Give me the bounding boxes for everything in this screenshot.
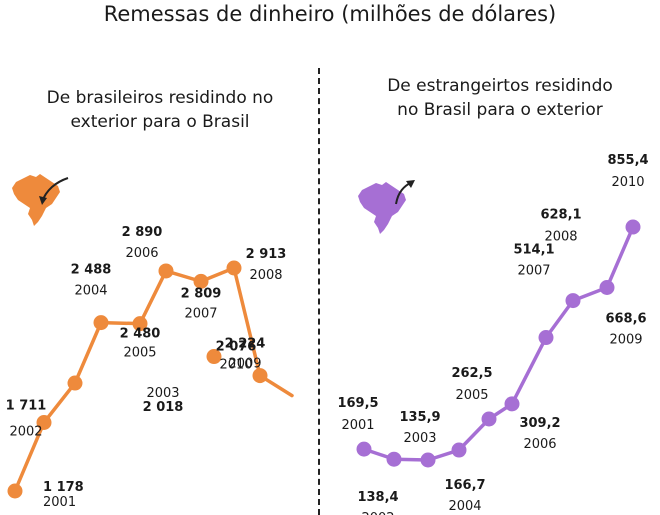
left-year-label-2008: 2008	[249, 268, 282, 283]
left-chart-title-line-1: De brasileiros residindo no	[46, 88, 274, 108]
right-point-2005	[481, 411, 497, 427]
right-value-label-2010: 855,4	[607, 153, 648, 168]
right-value-label-2006: 309,2	[519, 416, 560, 431]
right-value-label-2002: 138,4	[357, 490, 398, 505]
right-point-2004	[451, 442, 467, 458]
left-series-line	[13, 266, 294, 493]
left-value-label-2009: 2 224	[225, 337, 266, 352]
left-value-label-2004: 2 488	[71, 263, 112, 278]
left-year-label-2002: 2002	[9, 424, 42, 439]
right-value-label-2009: 668,6	[605, 311, 646, 326]
left-year-label-2009: 2009	[228, 357, 261, 372]
right-value-label-2003: 135,9	[399, 410, 440, 425]
right-point-2010	[625, 219, 641, 235]
right-year-label-2010: 2010	[611, 175, 644, 190]
right-point-2001	[356, 441, 372, 457]
right-year-label-2006: 2006	[523, 437, 556, 452]
left-value-label-2010: 2 076	[216, 340, 257, 355]
right-value-label-2004: 166,7	[444, 478, 485, 493]
left-year-label-2007: 2007	[184, 306, 217, 321]
right-value-label-2005: 262,5	[451, 366, 492, 381]
left-point-2009	[206, 349, 222, 365]
left-point-2010	[252, 368, 268, 384]
left-value-label-2007: 2 809	[181, 286, 222, 301]
left-value-label-2001: 1 178	[43, 480, 84, 495]
right-year-label-2001: 2001	[341, 418, 374, 433]
left-year-label-2003: 2003	[146, 386, 179, 401]
right-point-2008	[565, 293, 581, 309]
right-year-label-2002: 2002	[361, 511, 394, 515]
right-chart-title: De estrangeirtos residindo no Brasil par…	[355, 74, 645, 122]
brazil-map-outward-arrow-icon	[358, 180, 415, 234]
left-chart-title: De brasileiros residindo no exterior par…	[20, 86, 300, 134]
right-year-label-2007: 2007	[517, 264, 550, 279]
right-year-label-2008: 2008	[544, 230, 577, 245]
right-point-2009	[599, 279, 615, 295]
right-point-2003	[420, 452, 436, 468]
left-point-2008	[226, 260, 242, 276]
left-point-2004	[93, 315, 109, 331]
left-value-label-2008: 2 913	[246, 247, 287, 262]
left-value-label-2006: 2 890	[122, 225, 163, 240]
left-year-label-2001: 2001	[43, 495, 76, 510]
left-year-label-2010: 2010	[219, 358, 252, 373]
left-value-label-2002: 1 711	[6, 398, 47, 413]
right-year-label-2005: 2005	[455, 388, 488, 403]
left-chart-title-line-2: exterior para o Brasil	[70, 112, 250, 132]
right-year-label-2004: 2004	[448, 499, 481, 514]
right-value-label-2001: 169,5	[337, 396, 378, 411]
right-series-line	[362, 225, 635, 462]
right-chart-series: 169,5 2001 138,4 2002 135,9 2003 166,7 2004 262,…	[337, 153, 648, 515]
chart-divider	[318, 68, 320, 515]
left-year-label-2005: 2005	[123, 346, 156, 361]
left-point-2003	[67, 375, 83, 391]
right-value-label-2008: 628,1	[540, 208, 581, 223]
right-year-label-2009: 2009	[609, 332, 642, 347]
left-point-2001	[7, 483, 23, 499]
right-point-2007	[538, 330, 554, 346]
left-year-label-2006: 2006	[125, 246, 158, 261]
left-value-label-2003: 2 018	[143, 400, 184, 415]
right-value-label-2007: 514,1	[513, 243, 554, 258]
right-year-label-2003: 2003	[403, 431, 436, 446]
left-point-2006	[158, 263, 174, 279]
right-point-2002	[386, 451, 402, 467]
right-point-2006	[504, 396, 520, 412]
page-title: Remessas de dinheiro (milhões de dólares…	[103, 2, 557, 26]
left-point-2007	[193, 273, 209, 289]
right-chart-title-line-1: De estrangeirtos residindo	[387, 76, 613, 96]
left-point-2005	[132, 316, 148, 332]
brazil-map-inward-arrow-icon	[12, 174, 69, 226]
left-point-2002	[36, 414, 52, 430]
left-year-label-2004: 2004	[74, 284, 107, 299]
left-value-label-2005: 2 480	[120, 327, 161, 342]
right-chart-title-line-2: no Brasil para o exterior	[397, 100, 603, 120]
